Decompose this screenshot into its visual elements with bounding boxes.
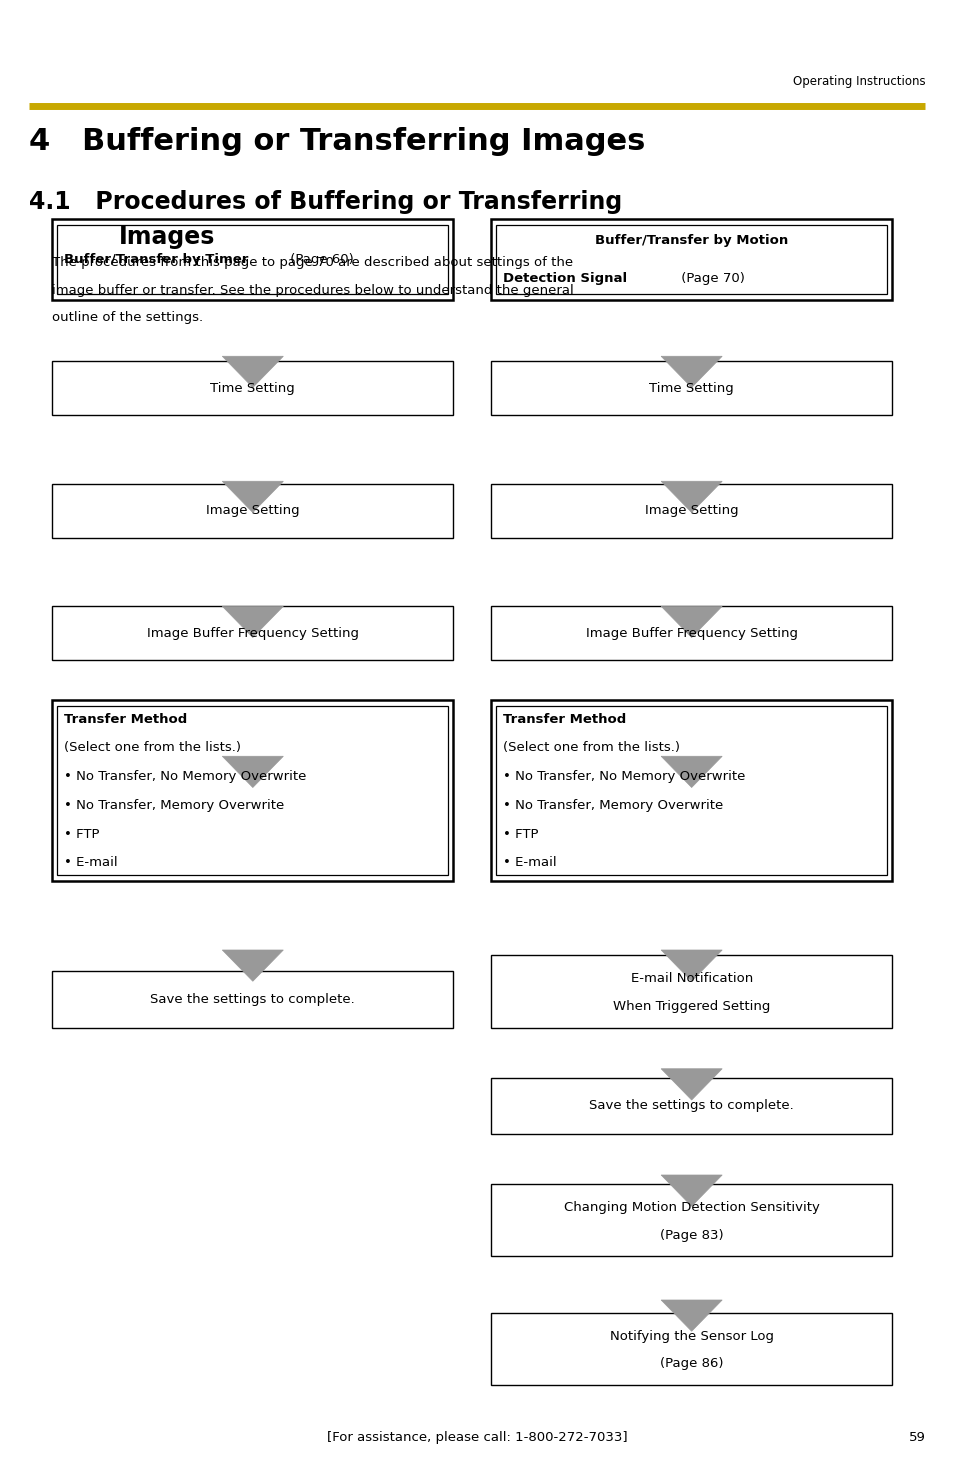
Bar	[491, 218, 891, 299]
Text: • No Transfer, Memory Overwrite: • No Transfer, Memory Overwrite	[502, 799, 722, 811]
Polygon shape	[660, 606, 721, 637]
Polygon shape	[222, 757, 283, 788]
Bar	[57, 707, 448, 875]
Text: (Select one from the lists.): (Select one from the lists.)	[502, 742, 679, 754]
Text: Time Setting: Time Setting	[211, 382, 294, 395]
Text: (Page 86): (Page 86)	[659, 1357, 722, 1370]
Text: [For assistance, please call: 1-800-272-7033]: [For assistance, please call: 1-800-272-…	[326, 1431, 627, 1444]
Text: • No Transfer, Memory Overwrite: • No Transfer, Memory Overwrite	[64, 799, 284, 811]
Bar	[496, 226, 886, 294]
Text: Transfer Method: Transfer Method	[64, 712, 187, 726]
Polygon shape	[660, 950, 721, 981]
Polygon shape	[222, 950, 283, 981]
Polygon shape	[660, 1069, 721, 1100]
Text: 4   Buffering or Transferring Images: 4 Buffering or Transferring Images	[29, 127, 644, 156]
Bar	[52, 606, 453, 659]
Text: When Triggered Setting: When Triggered Setting	[613, 1000, 769, 1013]
Text: The procedures from this page to page 70 are described about settings of the: The procedures from this page to page 70…	[52, 257, 573, 270]
Text: • E-mail: • E-mail	[502, 857, 556, 869]
Bar	[491, 1313, 891, 1385]
Text: Buffer/Transfer by Timer: Buffer/Transfer by Timer	[64, 252, 248, 266]
Bar	[491, 1078, 891, 1134]
Text: (Page 60): (Page 60)	[286, 252, 354, 266]
Text: (Page 83): (Page 83)	[659, 1229, 722, 1242]
Text: Transfer Method: Transfer Method	[502, 712, 625, 726]
Bar	[52, 701, 453, 881]
Text: Buffer/Transfer by Motion: Buffer/Transfer by Motion	[595, 235, 787, 248]
Bar	[52, 484, 453, 537]
Polygon shape	[222, 357, 283, 388]
Text: image buffer or transfer. See the procedures below to understand the general: image buffer or transfer. See the proced…	[52, 283, 574, 296]
Text: E-mail Notification: E-mail Notification	[630, 972, 752, 985]
Bar	[491, 701, 891, 881]
Bar	[57, 226, 448, 294]
Text: Detection Signal: Detection Signal	[502, 271, 626, 285]
Text: (Page 70): (Page 70)	[677, 271, 744, 285]
Bar	[52, 218, 453, 299]
Text: • E-mail: • E-mail	[64, 857, 117, 869]
Bar	[491, 1184, 891, 1257]
Polygon shape	[660, 757, 721, 788]
Text: Image Setting: Image Setting	[644, 504, 738, 518]
Text: Image Buffer Frequency Setting: Image Buffer Frequency Setting	[585, 627, 797, 640]
Text: Operating Instructions: Operating Instructions	[792, 75, 924, 87]
Bar	[491, 361, 891, 414]
Text: Save the settings to complete.: Save the settings to complete.	[151, 993, 355, 1006]
Text: Images: Images	[119, 226, 215, 249]
Text: • FTP: • FTP	[502, 827, 537, 841]
Polygon shape	[222, 606, 283, 637]
Bar	[491, 954, 891, 1028]
Text: • FTP: • FTP	[64, 827, 99, 841]
Text: Notifying the Sensor Log: Notifying the Sensor Log	[609, 1330, 773, 1342]
Polygon shape	[660, 481, 721, 512]
Polygon shape	[660, 357, 721, 388]
Text: (Select one from the lists.): (Select one from the lists.)	[64, 742, 241, 754]
Text: 59: 59	[907, 1431, 924, 1444]
Text: Image Buffer Frequency Setting: Image Buffer Frequency Setting	[147, 627, 358, 640]
Polygon shape	[660, 1176, 721, 1207]
Bar	[52, 971, 453, 1028]
Text: Time Setting: Time Setting	[649, 382, 733, 395]
Polygon shape	[660, 1299, 721, 1332]
Text: Save the settings to complete.: Save the settings to complete.	[589, 1099, 793, 1112]
Text: • No Transfer, No Memory Overwrite: • No Transfer, No Memory Overwrite	[64, 770, 306, 783]
Text: Changing Motion Detection Sensitivity: Changing Motion Detection Sensitivity	[563, 1201, 819, 1214]
Text: 4.1   Procedures of Buffering or Transferring: 4.1 Procedures of Buffering or Transferr…	[29, 190, 621, 214]
Bar	[491, 484, 891, 537]
Bar	[52, 361, 453, 414]
Bar	[496, 707, 886, 875]
Text: outline of the settings.: outline of the settings.	[52, 311, 203, 324]
Text: Image Setting: Image Setting	[206, 504, 299, 518]
Text: • No Transfer, No Memory Overwrite: • No Transfer, No Memory Overwrite	[502, 770, 744, 783]
Bar	[491, 606, 891, 659]
Polygon shape	[222, 481, 283, 512]
